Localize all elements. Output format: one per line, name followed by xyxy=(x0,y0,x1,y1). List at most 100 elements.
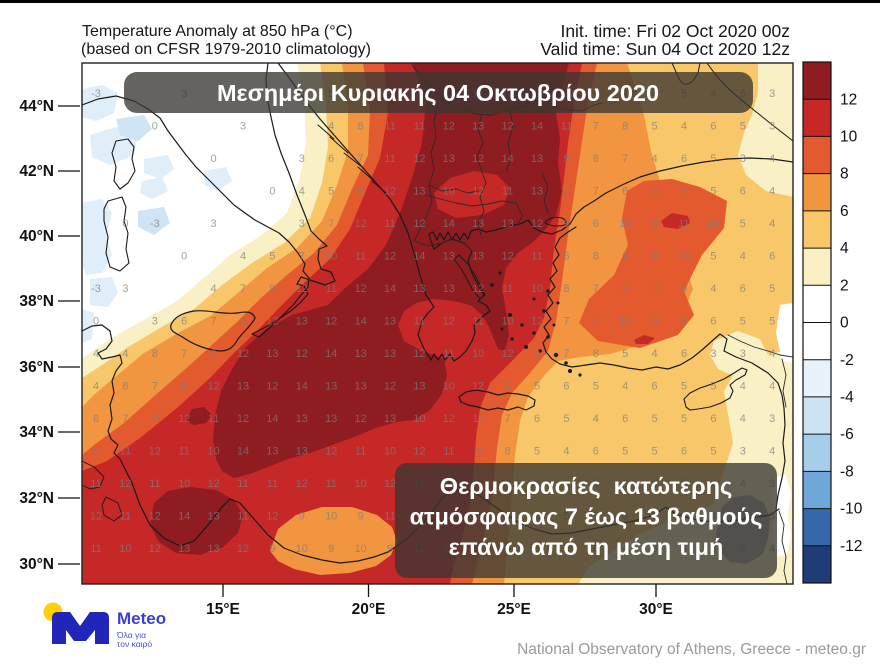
svg-text:3: 3 xyxy=(740,153,746,165)
svg-text:12: 12 xyxy=(531,316,543,328)
svg-text:6: 6 xyxy=(563,251,569,263)
svg-text:9: 9 xyxy=(593,316,599,328)
svg-text:14: 14 xyxy=(443,218,455,230)
svg-text:12: 12 xyxy=(119,478,131,490)
svg-text:4: 4 xyxy=(769,348,775,360)
svg-text:5: 5 xyxy=(328,186,334,198)
svg-text:8: 8 xyxy=(681,316,687,328)
svg-text:5: 5 xyxy=(710,186,716,198)
svg-text:11: 11 xyxy=(237,478,248,490)
svg-text:Meteo: Meteo xyxy=(117,609,166,628)
svg-text:13: 13 xyxy=(531,153,543,165)
svg-text:0: 0 xyxy=(152,121,158,133)
svg-text:5: 5 xyxy=(534,446,540,458)
svg-text:8: 8 xyxy=(152,348,158,360)
svg-text:10: 10 xyxy=(648,283,660,295)
svg-text:13: 13 xyxy=(472,121,484,133)
svg-text:13: 13 xyxy=(178,543,190,555)
svg-text:13: 13 xyxy=(325,381,337,393)
svg-text:6: 6 xyxy=(740,283,746,295)
svg-text:13: 13 xyxy=(384,348,396,360)
svg-text:6: 6 xyxy=(593,218,599,230)
svg-text:8: 8 xyxy=(622,121,628,133)
svg-text:11: 11 xyxy=(678,218,689,230)
svg-text:12: 12 xyxy=(472,153,484,165)
svg-text:10: 10 xyxy=(178,478,190,490)
svg-text:7: 7 xyxy=(563,316,569,328)
svg-text:13: 13 xyxy=(531,186,543,198)
svg-text:12: 12 xyxy=(90,511,102,523)
svg-text:6: 6 xyxy=(681,153,687,165)
svg-text:12: 12 xyxy=(237,413,249,425)
svg-text:5: 5 xyxy=(652,446,658,458)
svg-text:-2: -2 xyxy=(840,352,854,369)
svg-text:12: 12 xyxy=(531,218,543,230)
svg-text:(based on CFSR 1979-2010 clima: (based on CFSR 1979-2010 climatology) xyxy=(81,41,371,58)
svg-text:12: 12 xyxy=(237,348,249,360)
svg-text:13: 13 xyxy=(266,446,278,458)
svg-text:30°E: 30°E xyxy=(639,601,673,618)
svg-text:12: 12 xyxy=(501,251,513,263)
svg-text:6: 6 xyxy=(534,413,540,425)
svg-text:10: 10 xyxy=(619,218,631,230)
svg-text:13: 13 xyxy=(413,283,425,295)
svg-text:11: 11 xyxy=(414,316,425,328)
svg-text:12: 12 xyxy=(296,478,308,490)
svg-text:13: 13 xyxy=(413,186,425,198)
svg-text:7: 7 xyxy=(622,153,628,165)
svg-text:4: 4 xyxy=(299,186,305,198)
svg-text:13: 13 xyxy=(354,348,366,360)
svg-text:10: 10 xyxy=(325,511,337,523)
svg-text:9: 9 xyxy=(152,413,158,425)
svg-text:4: 4 xyxy=(93,348,99,360)
svg-text:6: 6 xyxy=(652,381,658,393)
svg-text:9: 9 xyxy=(387,543,393,555)
svg-text:6: 6 xyxy=(622,186,628,198)
svg-text:11: 11 xyxy=(355,251,366,263)
svg-text:12: 12 xyxy=(443,121,455,133)
svg-text:-3: -3 xyxy=(91,283,101,295)
svg-text:10: 10 xyxy=(707,218,719,230)
svg-text:14: 14 xyxy=(384,283,396,295)
svg-text:4: 4 xyxy=(710,283,716,295)
svg-text:10: 10 xyxy=(354,478,366,490)
svg-text:-8: -8 xyxy=(840,463,854,480)
svg-text:12: 12 xyxy=(149,446,161,458)
svg-text:14: 14 xyxy=(354,316,366,328)
svg-text:10: 10 xyxy=(560,186,572,198)
svg-text:τον καιρό: τον καιρό xyxy=(117,639,152,649)
svg-text:13: 13 xyxy=(207,511,219,523)
svg-text:-3: -3 xyxy=(150,218,160,230)
svg-text:13: 13 xyxy=(472,251,484,263)
svg-text:11: 11 xyxy=(90,478,101,490)
svg-text:9: 9 xyxy=(211,348,217,360)
svg-text:8: 8 xyxy=(840,166,849,183)
svg-text:6: 6 xyxy=(681,348,687,360)
svg-text:40°N: 40°N xyxy=(19,228,54,245)
svg-text:12: 12 xyxy=(266,511,278,523)
svg-text:0: 0 xyxy=(211,153,217,165)
svg-text:11: 11 xyxy=(384,218,395,230)
svg-text:30°N: 30°N xyxy=(19,556,54,573)
svg-text:0: 0 xyxy=(181,251,187,263)
svg-text:44°N: 44°N xyxy=(19,98,54,115)
svg-text:10: 10 xyxy=(443,381,455,393)
svg-text:11: 11 xyxy=(178,446,189,458)
svg-text:3: 3 xyxy=(769,88,775,100)
svg-text:12: 12 xyxy=(207,478,219,490)
svg-text:7: 7 xyxy=(593,186,599,198)
svg-text:12: 12 xyxy=(354,283,366,295)
svg-text:5: 5 xyxy=(652,121,658,133)
svg-text:5: 5 xyxy=(769,316,775,328)
svg-text:6: 6 xyxy=(593,446,599,458)
svg-text:6: 6 xyxy=(681,446,687,458)
svg-text:10: 10 xyxy=(648,186,660,198)
svg-text:9: 9 xyxy=(652,316,658,328)
svg-text:11: 11 xyxy=(502,186,513,198)
svg-text:5: 5 xyxy=(681,381,687,393)
svg-text:13: 13 xyxy=(384,413,396,425)
svg-text:6: 6 xyxy=(710,316,716,328)
svg-text:9: 9 xyxy=(475,446,481,458)
svg-text:13: 13 xyxy=(296,316,308,328)
svg-text:4: 4 xyxy=(563,446,569,458)
